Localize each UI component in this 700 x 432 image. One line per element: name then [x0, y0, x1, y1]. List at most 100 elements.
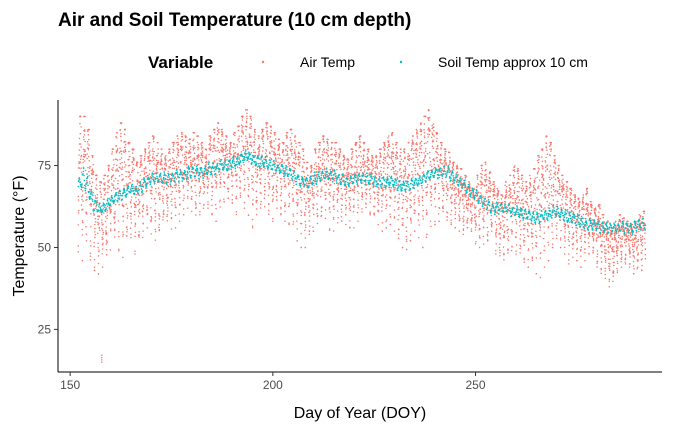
air-temp-point	[501, 194, 504, 196]
air-temp-point	[527, 266, 529, 268]
air-temp-point	[580, 232, 583, 234]
air-temp-point	[576, 227, 579, 229]
air-temp-point	[190, 187, 193, 189]
air-temp-point	[550, 141, 553, 144]
air-temp-point	[119, 147, 121, 149]
air-temp-point	[514, 165, 516, 167]
air-temp-point	[503, 224, 506, 226]
air-temp-point	[505, 189, 508, 191]
air-temp-point	[149, 154, 151, 156]
air-temp-point	[503, 216, 506, 219]
air-temp-point	[444, 159, 447, 162]
air-temp-point	[146, 206, 148, 209]
air-temp-point	[445, 164, 448, 166]
air-temp-point	[126, 230, 128, 233]
air-temp-point	[226, 149, 229, 151]
air-temp-point	[331, 141, 334, 144]
air-temp-point	[181, 132, 183, 134]
air-temp-point	[156, 171, 159, 174]
air-temp-point	[122, 150, 125, 152]
air-temp-point	[87, 148, 90, 151]
air-temp-point	[505, 181, 507, 183]
air-temp-point	[432, 139, 434, 141]
air-temp-point	[558, 164, 560, 167]
air-temp-point	[101, 213, 103, 216]
air-temp-point	[582, 201, 585, 204]
air-temp-point	[98, 249, 100, 251]
air-temp-point	[542, 188, 544, 191]
air-temp-point	[246, 145, 249, 148]
air-temp-point	[186, 175, 189, 178]
air-temp-point	[542, 237, 545, 240]
air-temp-point	[517, 172, 519, 175]
air-temp-point	[467, 217, 469, 220]
air-temp-point	[344, 194, 347, 196]
air-temp-point	[161, 160, 163, 162]
air-temp-point	[279, 168, 281, 170]
air-temp-point	[548, 204, 550, 207]
air-temp-point	[313, 196, 315, 199]
air-temp-point	[155, 191, 157, 193]
air-temp-point	[460, 190, 463, 192]
air-temp-point	[418, 224, 420, 226]
air-temp-point	[502, 225, 505, 227]
air-temp-point	[306, 167, 309, 170]
air-temp-point	[315, 175, 317, 177]
air-temp-point	[238, 157, 241, 159]
air-temp-point	[294, 167, 296, 170]
air-temp-point	[216, 146, 219, 149]
air-temp-point	[274, 138, 277, 140]
air-temp-point	[114, 216, 116, 218]
air-temp-point	[280, 208, 282, 210]
air-temp-point	[330, 166, 332, 169]
air-temp-point	[551, 243, 554, 245]
air-temp-point	[131, 180, 134, 182]
air-temp-point	[223, 198, 225, 200]
air-temp-point	[96, 188, 98, 190]
air-temp-point	[180, 160, 182, 163]
air-temp-point	[229, 150, 231, 153]
air-temp-point	[449, 170, 452, 173]
air-temp-point	[95, 184, 98, 186]
air-temp-point	[145, 167, 147, 170]
air-temp-point	[212, 144, 215, 146]
air-temp-point	[423, 152, 425, 154]
air-temp-point	[501, 228, 504, 230]
air-temp-point	[413, 203, 415, 205]
air-temp-point	[141, 194, 143, 197]
air-temp-point	[345, 190, 348, 193]
air-temp-point	[253, 144, 255, 146]
air-temp-point	[245, 141, 247, 143]
air-temp-point	[263, 206, 266, 208]
air-temp-point	[398, 197, 401, 199]
air-temp-point	[338, 153, 341, 156]
air-temp-point	[437, 147, 439, 150]
air-temp-point	[110, 210, 112, 213]
air-temp-point	[427, 117, 430, 120]
air-temp-point	[465, 196, 467, 198]
air-temp-point	[230, 157, 232, 160]
air-temp-point	[438, 176, 441, 179]
air-temp-point	[203, 175, 206, 178]
air-temp-point	[347, 167, 349, 169]
air-temp-point	[107, 191, 109, 193]
air-temp-point	[514, 203, 517, 205]
air-temp-point	[87, 143, 89, 145]
air-temp-point	[231, 185, 234, 187]
air-temp-point	[517, 170, 520, 172]
air-temp-point	[499, 226, 502, 229]
air-temp-point	[228, 165, 230, 167]
air-temp-point	[150, 197, 153, 200]
air-temp-point	[426, 175, 429, 177]
air-temp-point	[292, 197, 294, 200]
air-temp-point	[285, 159, 287, 161]
air-temp-point	[214, 150, 217, 152]
air-temp-point	[94, 221, 97, 223]
air-temp-point	[520, 199, 523, 202]
air-temp-point	[300, 222, 303, 225]
air-temp-point	[84, 148, 86, 151]
air-temp-point	[547, 182, 549, 185]
air-temp-point	[231, 198, 234, 201]
air-temp-point	[465, 175, 467, 177]
air-temp-point	[244, 171, 246, 173]
